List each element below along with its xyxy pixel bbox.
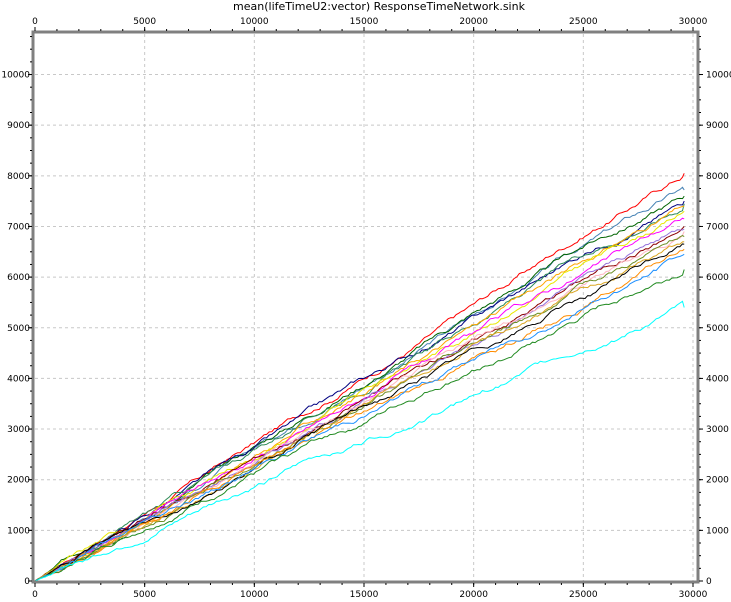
series-line-1 (34, 173, 685, 582)
y-tick-label-right: 6000 (706, 273, 729, 283)
x-tick-label-top: 15000 (350, 17, 379, 27)
chart-title: mean(lifeTimeU2:vector) ResponseTimeNetw… (233, 0, 526, 13)
x-tick-label-top: 0 (32, 17, 38, 27)
y-tick-label-right: 1000 (706, 526, 729, 536)
x-tick-label-top: 10000 (240, 17, 269, 27)
y-tick-label-left: 5000 (7, 324, 30, 334)
series-line-6 (34, 205, 685, 582)
y-tick-label-right: 10000 (706, 71, 731, 81)
y-tick-label-right: 3000 (706, 425, 729, 435)
y-tick-label-left: 9000 (7, 121, 30, 131)
x-tick-label-bottom: 15000 (350, 590, 379, 600)
y-tick-label-right: 8000 (706, 172, 729, 182)
y-tick-label-left: 6000 (7, 273, 30, 283)
y-tick-label-left: 1000 (7, 526, 30, 536)
x-tick-label-bottom: 20000 (459, 590, 488, 600)
y-tick-label-right: 2000 (706, 476, 729, 486)
x-tick-label-top: 20000 (459, 17, 488, 27)
y-tick-label-left: 10000 (1, 71, 30, 81)
axis-ticks: 0050005000100001000015000150002000020000… (1, 17, 731, 600)
x-tick-label-bottom: 30000 (679, 590, 708, 600)
plot-frame (31, 30, 700, 584)
x-tick-label-bottom: 10000 (240, 590, 269, 600)
y-tick-label-right: 5000 (706, 324, 729, 334)
series-line-17 (34, 269, 685, 582)
series-line-10 (34, 228, 685, 582)
x-tick-label-bottom: 5000 (133, 590, 156, 600)
grid (35, 34, 694, 581)
y-tick-label-left: 3000 (7, 425, 30, 435)
series-line-9 (34, 226, 685, 582)
y-tick-label-left: 8000 (7, 172, 30, 182)
series-line-4 (34, 200, 685, 582)
y-tick-label-left: 7000 (7, 222, 30, 232)
series-lines (34, 173, 685, 582)
y-tick-label-left: 2000 (7, 476, 30, 486)
y-tick-label-right: 0 (706, 577, 712, 587)
series-line-12 (34, 235, 685, 582)
series-line-2 (34, 186, 685, 582)
x-tick-label-bottom: 0 (32, 590, 38, 600)
x-tick-label-top: 5000 (133, 17, 156, 27)
x-tick-label-bottom: 25000 (569, 590, 598, 600)
x-tick-label-top: 30000 (679, 17, 708, 27)
series-line-16 (34, 253, 685, 582)
series-line-15 (34, 248, 685, 582)
y-tick-label-left: 4000 (7, 374, 30, 384)
y-tick-label-right: 7000 (706, 222, 729, 232)
y-tick-label-right: 9000 (706, 121, 729, 131)
series-line-14 (34, 243, 685, 582)
series-line-18 (34, 300, 685, 582)
y-tick-label-left: 0 (24, 577, 30, 587)
y-tick-label-right: 4000 (706, 374, 729, 384)
x-tick-label-top: 25000 (569, 17, 598, 27)
